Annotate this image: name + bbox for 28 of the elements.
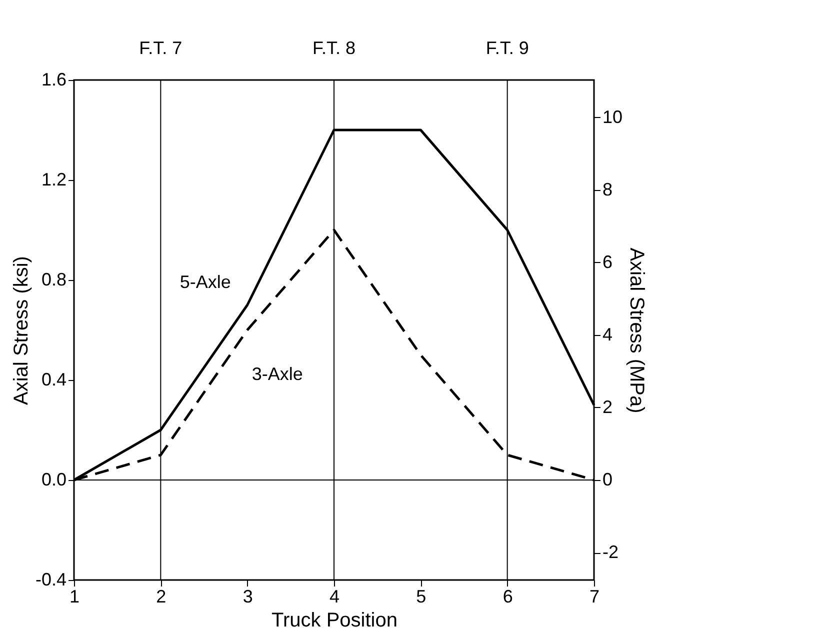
ref-line-label: F.T. 9 <box>486 38 529 58</box>
y2-tick-label: 10 <box>602 106 623 127</box>
y2-tick-label: 4 <box>602 324 613 344</box>
x-tick-label: 5 <box>416 586 426 606</box>
x-tick-label: 2 <box>156 586 166 606</box>
y2-tick-label: 6 <box>602 252 613 272</box>
y-tick-label: 0.4 <box>41 370 66 390</box>
ref-line-label: F.T. 8 <box>312 38 356 58</box>
y-axis-title: Axial Stress (ksi) <box>10 256 32 405</box>
y2-tick-label: 0 <box>602 470 613 490</box>
y-tick-label: 1.6 <box>41 70 66 90</box>
y-tick-label: 1.2 <box>41 170 66 190</box>
y-tick-label: -0.4 <box>35 570 66 590</box>
x-tick-label: 7 <box>589 586 600 606</box>
x-tick-label: 4 <box>329 586 340 606</box>
x-tick-label: 1 <box>69 586 80 606</box>
x-tick-label: 6 <box>502 586 513 606</box>
x-tick-label: 3 <box>242 586 253 606</box>
ref-line-label: F.T. 7 <box>139 38 182 58</box>
y2-tick-label: 8 <box>602 179 613 200</box>
y2-tick-label: -2 <box>602 542 619 562</box>
series-label: 3-Axle <box>252 364 303 384</box>
y2-axis-title: Axial Stress (MPa) <box>626 248 648 414</box>
y2-tick-label: 2 <box>602 396 613 417</box>
x-axis-title: Truck Position <box>272 610 398 631</box>
y-tick-label: 0.0 <box>41 470 66 490</box>
series-label: 5-Axle <box>180 272 231 292</box>
y-tick-label: 0.8 <box>41 270 66 290</box>
